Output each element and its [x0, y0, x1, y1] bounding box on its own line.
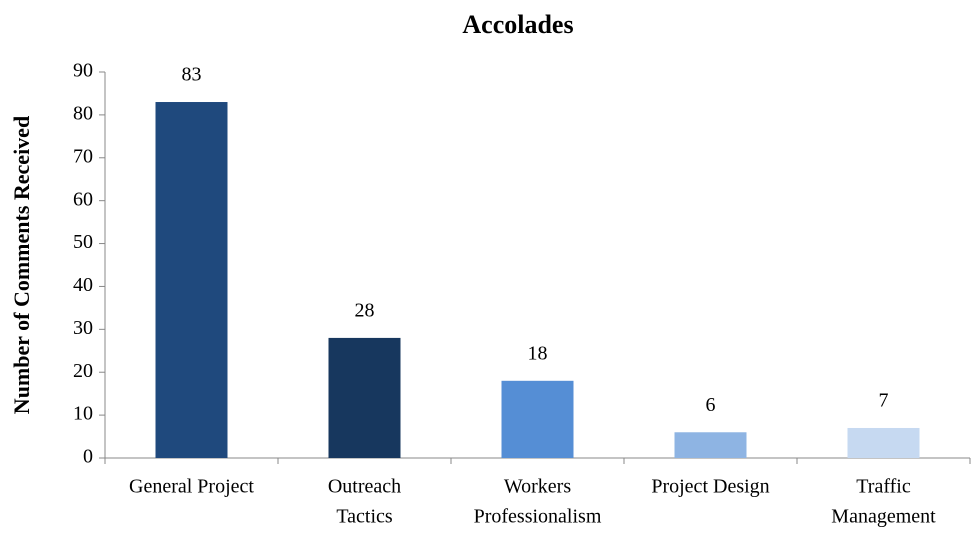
x-tick-label: Project Design: [651, 476, 769, 498]
x-tick-label: Workers: [504, 476, 571, 498]
y-tick-label: 60: [73, 188, 93, 210]
chart-title: Accolades: [462, 10, 573, 39]
y-tick-label: 30: [73, 317, 93, 339]
x-tick-label: General Project: [129, 476, 254, 498]
bar: [155, 102, 228, 459]
bar: [674, 432, 747, 458]
bar: [328, 337, 401, 458]
value-label: 6: [706, 394, 716, 416]
value-label: 28: [355, 300, 375, 322]
x-tick-label: Outreach: [328, 476, 401, 498]
y-tick-label: 10: [73, 403, 93, 425]
value-label: 83: [182, 64, 202, 86]
bar: [847, 427, 920, 458]
y-axis-label: Number of Comments Received: [9, 116, 34, 414]
x-tick-label: Tactics: [336, 506, 393, 528]
y-tick-label: 40: [73, 274, 93, 296]
bar: [501, 380, 574, 458]
y-tick-label: 90: [73, 60, 93, 82]
x-tick-label: Traffic: [856, 476, 911, 498]
y-tick-label: 50: [73, 231, 93, 253]
y-tick-label: 0: [83, 446, 93, 468]
x-tick-label: Professionalism: [474, 506, 602, 528]
y-tick-label: 80: [73, 102, 93, 124]
x-tick-label: Management: [831, 506, 936, 528]
value-label: 7: [879, 390, 889, 412]
y-tick-label: 70: [73, 145, 93, 167]
y-tick-label: 20: [73, 360, 93, 382]
value-label: 18: [528, 342, 548, 364]
